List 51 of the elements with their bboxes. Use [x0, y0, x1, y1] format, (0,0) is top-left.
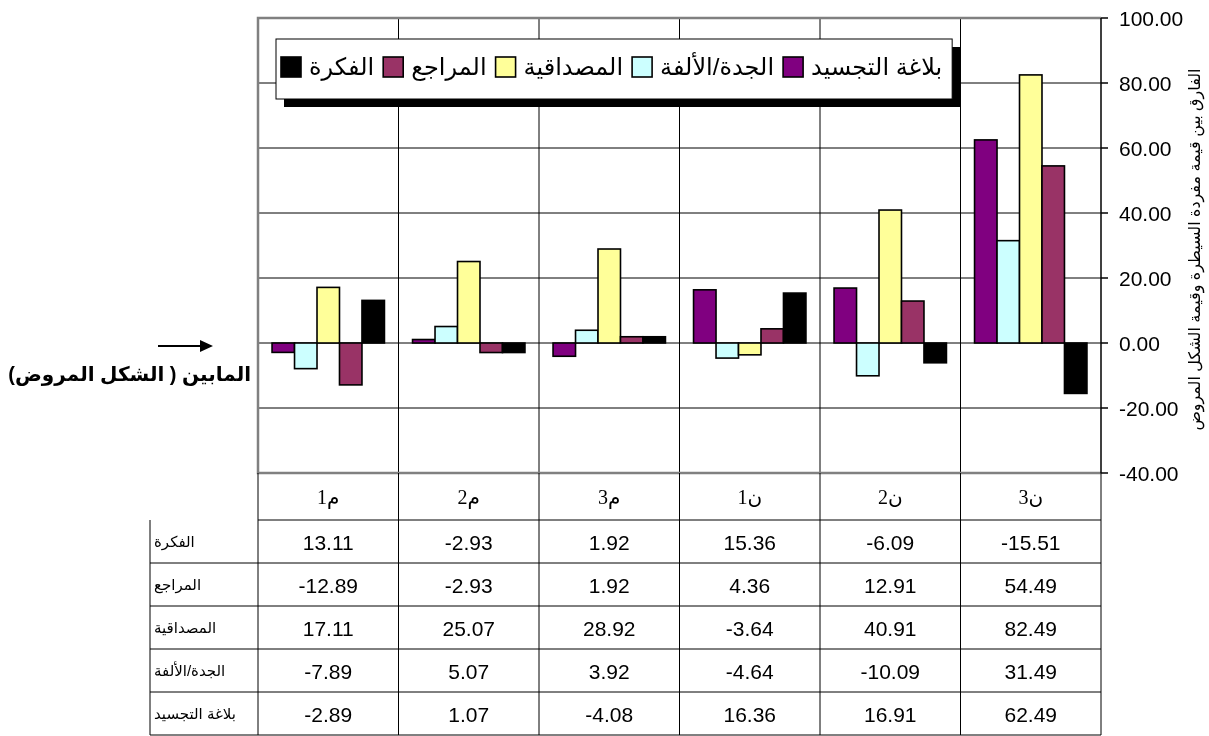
data-label: -4.08 — [585, 702, 634, 726]
x-tick-label: م3 — [598, 485, 621, 509]
data-label: 15.36 — [723, 530, 777, 554]
x-tick-label: ن2 — [877, 485, 903, 508]
data-label: -10.09 — [860, 659, 921, 683]
y-tick-label: -20.00 — [1119, 396, 1179, 420]
data-label: 1.07 — [448, 702, 490, 726]
x-tick-label: م1 — [317, 485, 340, 509]
data-label: 28.92 — [582, 616, 636, 640]
data-label: 17.11 — [302, 616, 354, 640]
data-label: -12.89 — [298, 573, 359, 597]
data-label: 1.92 — [588, 530, 630, 554]
y-tick-label: 100.00 — [1119, 6, 1184, 30]
legend-label: الجدة/الألفة — [660, 52, 775, 80]
data-label: 54.49 — [1004, 573, 1058, 597]
data-label: -2.93 — [444, 573, 493, 597]
legend-label: بلاغة التجسيد — [811, 53, 943, 80]
data-label: -7.89 — [304, 659, 353, 683]
data-label: 16.36 — [723, 702, 777, 726]
data-label: 3.92 — [588, 659, 630, 683]
data-label: -2.93 — [444, 530, 493, 554]
data-label: 40.91 — [863, 616, 917, 640]
data-label: 1.92 — [588, 573, 630, 597]
y-tick-label: -40.00 — [1119, 461, 1179, 485]
data-label: 31.49 — [1004, 659, 1058, 683]
data-label: 62.49 — [1004, 702, 1058, 726]
data-label: 13.11 — [302, 530, 354, 554]
legend-label: الفكرة — [309, 53, 375, 81]
legend-label: المراجع — [411, 53, 487, 81]
legend-label: المصداقية — [523, 53, 624, 80]
text: المابين ( الشكل المروض) — [8, 363, 251, 386]
y-tick-label: 40.00 — [1119, 201, 1172, 225]
y-tick-label: 80.00 — [1119, 71, 1172, 95]
x-tick-label: م2 — [457, 485, 480, 509]
y-axis-title: الفارق بين قيمة مفردة السيطرة وقيمة الشكل المروض — [1186, 68, 1205, 431]
data-label: 12.91 — [863, 573, 917, 597]
data-label: -15.51 — [1000, 530, 1061, 554]
data-label: -2.89 — [304, 702, 353, 726]
data-label: 82.49 — [1004, 616, 1058, 640]
data-label: -6.09 — [866, 530, 915, 554]
x-tick-label: ن3 — [1018, 485, 1044, 508]
y-tick-label: 20.00 — [1119, 266, 1172, 290]
y-tick-label: 60.00 — [1119, 136, 1172, 160]
data-label: -4.64 — [725, 659, 774, 683]
x-tick-label: ن1 — [737, 485, 763, 508]
data-label: 4.36 — [729, 573, 771, 597]
data-label: 5.07 — [448, 659, 490, 683]
y-tick-label: 0.00 — [1119, 331, 1160, 355]
data-label: -3.64 — [725, 616, 774, 640]
data-label: 16.91 — [863, 702, 917, 726]
data-label: 25.07 — [442, 616, 496, 640]
